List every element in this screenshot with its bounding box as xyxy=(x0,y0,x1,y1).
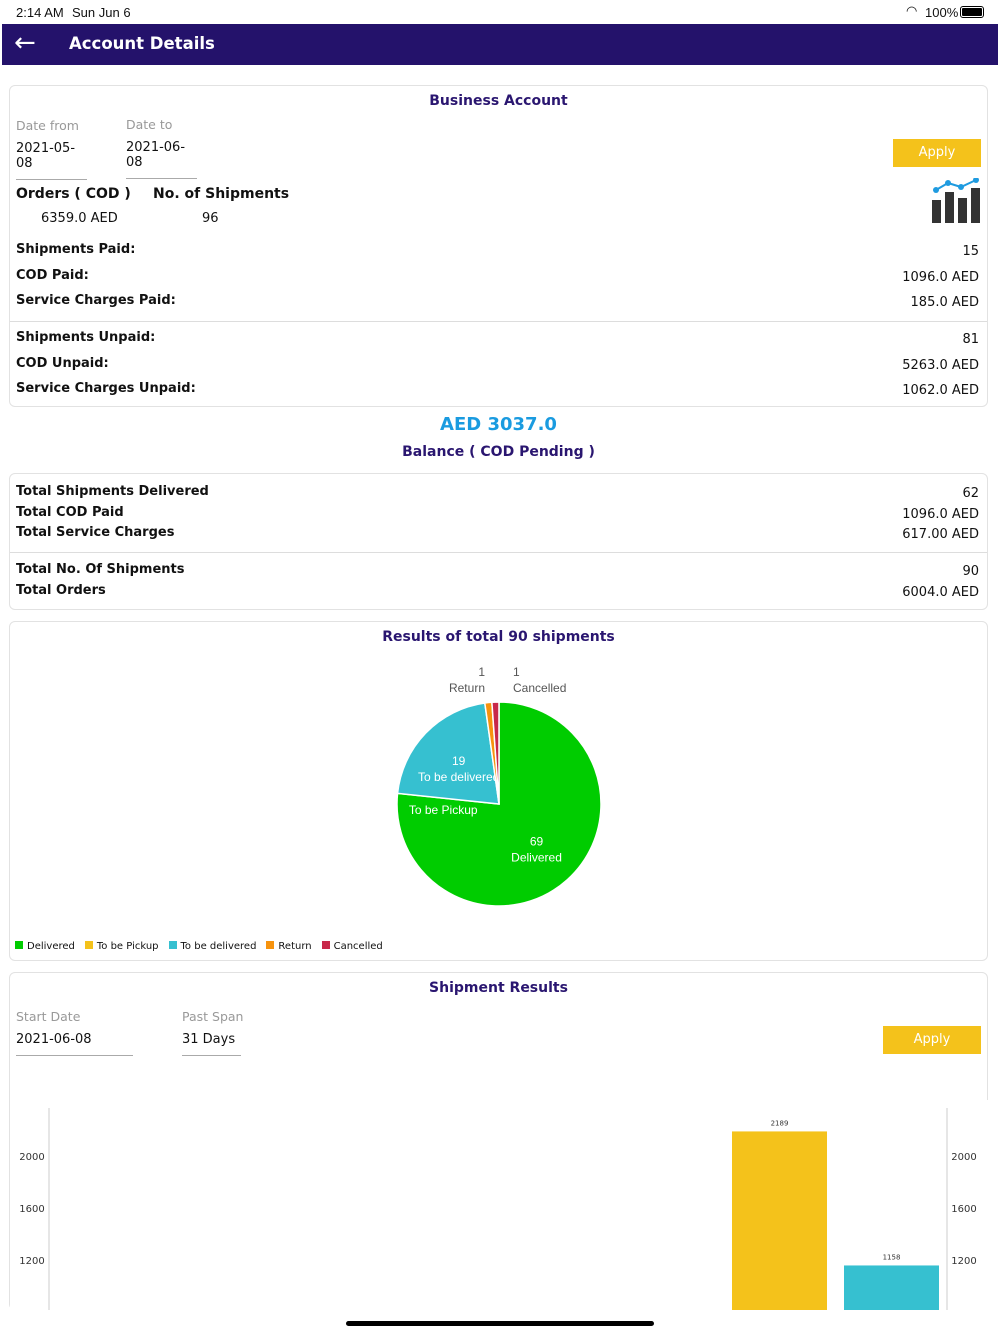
row-label: COD Unpaid: xyxy=(16,355,109,371)
legend-item: Return xyxy=(266,941,312,952)
shipments-label: No. of Shipments xyxy=(153,186,290,202)
start-date-input[interactable]: 2021-06-08 xyxy=(16,1032,133,1056)
pie-slice-label: Delivered xyxy=(511,851,562,865)
date-to-input[interactable]: 2021-06-08 xyxy=(126,140,197,179)
row-label: COD Paid: xyxy=(16,267,89,283)
legend-label: To be Pickup xyxy=(96,941,159,952)
pie-slice-to-be-delivered[interactable] xyxy=(396,702,500,805)
y-tick-left: 1200 xyxy=(19,1256,44,1267)
row-value: 1096.0 AED xyxy=(902,269,979,285)
row-label: Service Charges Paid: xyxy=(16,293,176,308)
divider xyxy=(10,321,987,322)
shipment-results-title: Shipment Results xyxy=(429,980,568,996)
shipments-value: 96 xyxy=(202,211,219,226)
bar-chart: 1200 1200 1600 1600 2000 2000 2189 1158 xyxy=(19,1108,977,1310)
y-tick-right: 1200 xyxy=(951,1256,976,1267)
legend-item: To be delivered xyxy=(168,941,257,952)
card-title: Business Account xyxy=(429,93,568,109)
wifi-icon: ◠ xyxy=(906,3,918,18)
pie-slice-value: 1 xyxy=(478,665,485,679)
y-tick-left: 2000 xyxy=(19,1152,44,1163)
app-header: ← Account Details xyxy=(2,24,998,65)
pie-slice-cancelled[interactable] xyxy=(491,701,500,805)
legend-item: To be Pickup xyxy=(84,941,159,952)
orders-label: Orders ( COD ) xyxy=(16,186,131,202)
battery-percent: 100% xyxy=(925,5,959,20)
row-value: 81 xyxy=(962,332,979,347)
start-date-label: Start Date xyxy=(16,1009,81,1024)
y-tick-left: 1600 xyxy=(19,1204,44,1215)
row-value: 1096.0 AED xyxy=(902,506,979,522)
bar-value-label: 2189 xyxy=(771,1119,789,1127)
orders-value: 6359.0 AED xyxy=(41,211,118,226)
balance-label: Balance ( COD Pending ) xyxy=(402,444,595,460)
legend-swatch-icon xyxy=(84,941,93,949)
legend-swatch-icon xyxy=(321,941,330,949)
pie-slice-label: Cancelled xyxy=(513,681,566,695)
pie-slice-label: To be delivered xyxy=(418,770,499,784)
y-tick-right: 1600 xyxy=(951,1204,976,1215)
row-value: 185.0 AED xyxy=(910,295,979,310)
pie-slice-value: 69 xyxy=(530,835,544,849)
pie-slice-value: 1 xyxy=(513,665,520,679)
row-value: 15 xyxy=(962,244,979,259)
y-tick-right: 2000 xyxy=(951,1152,976,1163)
row-label: Total No. Of Shipments xyxy=(16,562,185,577)
status-bar: 2:14 AM Sun Jun 6 ◠ 100% xyxy=(0,0,1000,24)
pie-chart-title: Results of total 90 shipments xyxy=(382,629,615,645)
row-label: Total Service Charges xyxy=(16,525,175,540)
legend-swatch-icon xyxy=(15,941,23,949)
row-label: Total Shipments Delivered xyxy=(16,484,209,499)
battery-icon xyxy=(960,6,984,18)
bar[interactable] xyxy=(844,1265,939,1310)
pie-slice-label: To be Pickup xyxy=(409,803,478,817)
bar[interactable] xyxy=(732,1131,827,1310)
apply-button[interactable]: Apply xyxy=(893,139,981,167)
date-from-input[interactable]: 2021-05-08 xyxy=(16,141,87,180)
date-from-label: Date from xyxy=(16,118,79,133)
pie-legend: Delivered To be Pickup To be delivered Retu… xyxy=(15,941,383,952)
back-arrow-icon[interactable]: ← xyxy=(14,28,36,58)
row-label: Total COD Paid xyxy=(16,504,124,520)
legend-swatch-icon xyxy=(168,941,177,949)
row-value: 90 xyxy=(962,564,979,579)
legend-swatch-icon xyxy=(266,941,275,949)
legend-label: Return xyxy=(278,941,312,952)
past-span-select[interactable]: 31 Days xyxy=(182,1032,241,1056)
row-label: Shipments Unpaid: xyxy=(16,330,156,345)
row-label: Shipments Paid: xyxy=(16,242,136,257)
date-to-label: Date to xyxy=(126,117,173,132)
row-label: Total Orders xyxy=(16,582,106,598)
bar-value-label: 1158 xyxy=(883,1253,901,1261)
page-title: Account Details xyxy=(69,34,215,53)
legend-label: To be delivered xyxy=(180,941,257,952)
shipment-apply-button[interactable]: Apply xyxy=(883,1026,981,1054)
status-date: Sun Jun 6 xyxy=(72,5,131,20)
row-value: 62 xyxy=(962,486,979,501)
legend-item: Cancelled xyxy=(321,941,383,952)
past-span-label: Past Span xyxy=(182,1009,244,1024)
chart-icon xyxy=(932,178,980,223)
row-value: 5263.0 AED xyxy=(902,357,979,373)
divider xyxy=(10,552,987,553)
legend-label: Delivered xyxy=(27,941,75,952)
legend-label: Cancelled xyxy=(333,941,383,952)
business-account-card: Business Account Date from 2021-05-08 Da… xyxy=(9,85,988,407)
row-value: 6004.0 AED xyxy=(902,584,979,600)
totals-card: Total Shipments Delivered 62 Total COD Pai… xyxy=(9,473,988,610)
pie-chart-card: Results of total 90 shipments 69 Delivere… xyxy=(9,621,988,961)
status-time: 2:14 AM xyxy=(16,5,64,20)
legend-item: Delivered xyxy=(15,941,75,952)
balance-amount: AED 3037.0 xyxy=(440,414,557,435)
home-indicator xyxy=(346,1321,654,1326)
pie-slice-value: 19 xyxy=(452,754,466,768)
row-value: 617.00 AED xyxy=(902,527,979,542)
row-value: 1062.0 AED xyxy=(902,383,979,398)
row-label: Service Charges Unpaid: xyxy=(16,381,196,396)
pie-slice-label: Return xyxy=(449,681,485,695)
